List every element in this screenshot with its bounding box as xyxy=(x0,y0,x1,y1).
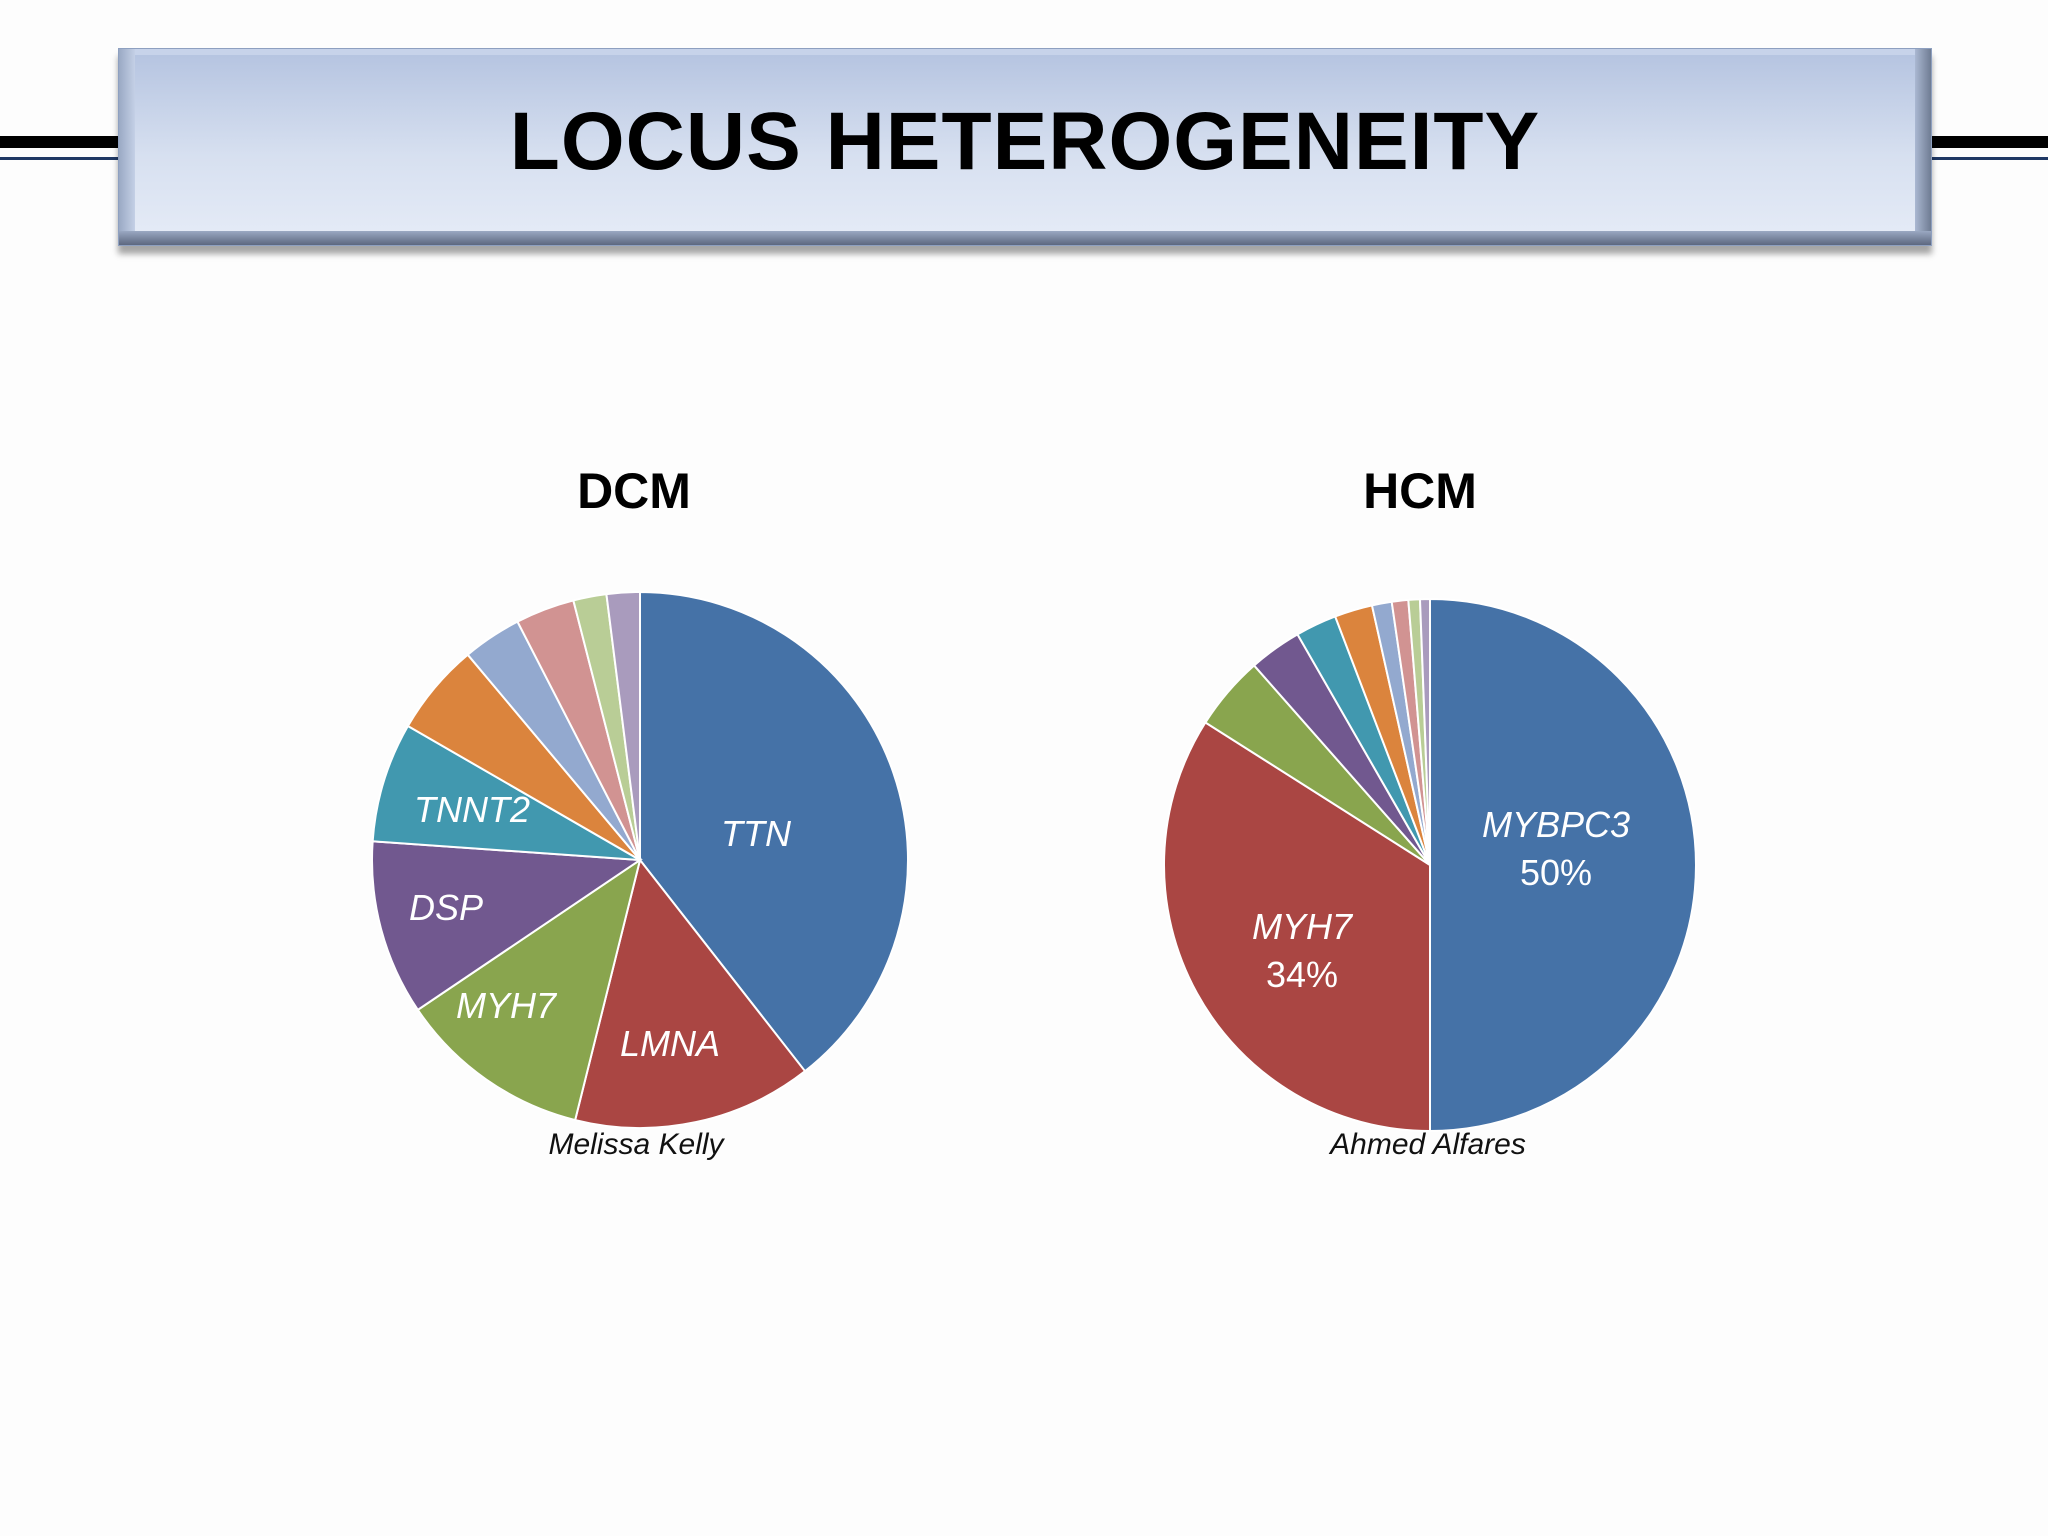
dcm-source-credit: Melissa Kelly xyxy=(548,1128,724,1161)
title-banner: LOCUS HETEROGENEITY xyxy=(118,48,1932,246)
dcm-slice-3 xyxy=(371,840,643,1012)
dcm-slice-2 xyxy=(416,857,642,1122)
dcm-slice-1 xyxy=(573,857,807,1129)
slide-title: LOCUS HETEROGENEITY xyxy=(509,96,1541,187)
hcm-slice-9 xyxy=(1418,597,1431,866)
dcm-slice-4 xyxy=(371,724,641,861)
hcm-source-credit: Ahmed Alfares xyxy=(1330,1128,1526,1161)
hcm-slice-label-1: MYH7 34% xyxy=(1252,906,1354,995)
dcm-slice-label-4: TNNT2 xyxy=(414,789,530,830)
hcm-slice-0 xyxy=(1429,597,1697,1133)
dcm-slice-0 xyxy=(639,590,909,1073)
banner-bevel-left xyxy=(119,49,135,245)
banner-bevel-top xyxy=(119,49,1931,55)
dcm-chart-title: DCM xyxy=(577,463,691,519)
dcm-slice-9 xyxy=(605,590,641,861)
dcm-slice-label-2: MYH7 xyxy=(456,985,558,1026)
dcm-slice-label-3: DSP xyxy=(409,887,483,928)
hcm-pie-chart: MYBPC3 50% MYH7 34% xyxy=(1163,597,1697,1133)
banner-bevel-bottom xyxy=(119,231,1931,245)
hcm-slice-label-0: MYBPC3 50% xyxy=(1482,804,1630,893)
dcm-pie-chart: TTN LMNA MYH7 DSP TNNT2 xyxy=(371,590,909,1129)
banner-bevel-right xyxy=(1915,49,1931,245)
dcm-slice-label-1: LMNA xyxy=(620,1023,720,1064)
hcm-slice-1 xyxy=(1163,721,1431,1133)
hcm-chart-title: HCM xyxy=(1363,463,1477,519)
dcm-slice-label-0: TTN xyxy=(721,813,792,854)
